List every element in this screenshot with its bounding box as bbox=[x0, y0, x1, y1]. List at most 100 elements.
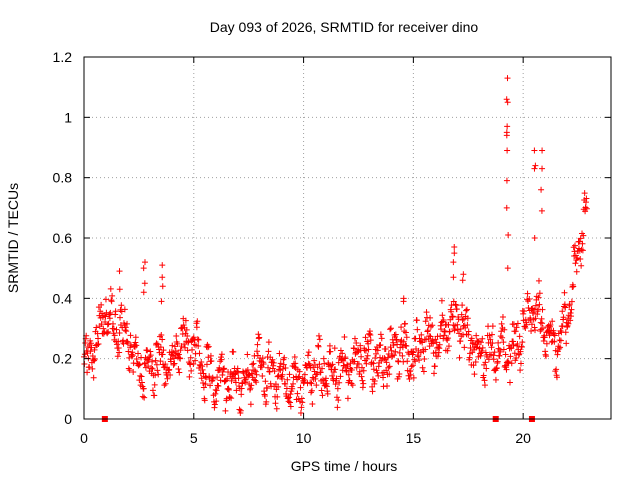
data-point bbox=[504, 75, 511, 82]
data-point bbox=[145, 363, 152, 370]
data-point bbox=[90, 374, 97, 381]
data-point bbox=[123, 328, 130, 335]
data-point bbox=[419, 364, 426, 371]
data-point bbox=[132, 339, 139, 346]
data-point bbox=[141, 259, 148, 266]
data-point bbox=[459, 316, 466, 323]
data-point bbox=[228, 395, 235, 402]
data-point bbox=[228, 377, 235, 384]
data-point bbox=[195, 336, 202, 343]
data-point bbox=[265, 339, 272, 346]
data-point bbox=[275, 372, 282, 379]
data-point bbox=[247, 385, 254, 392]
data-point bbox=[117, 314, 124, 321]
data-point bbox=[109, 320, 116, 327]
data-point bbox=[495, 339, 502, 346]
data-point bbox=[159, 283, 166, 290]
data-point bbox=[440, 316, 447, 323]
data-point bbox=[159, 351, 166, 358]
data-point bbox=[187, 361, 194, 368]
data-point bbox=[291, 363, 298, 370]
data-point bbox=[436, 341, 443, 348]
data-point bbox=[498, 328, 505, 335]
data-point bbox=[557, 327, 564, 334]
data-point bbox=[155, 371, 162, 378]
data-point bbox=[152, 372, 159, 379]
data-point bbox=[118, 308, 125, 315]
data-point bbox=[553, 374, 560, 381]
data-point bbox=[145, 356, 152, 363]
data-point bbox=[270, 359, 277, 366]
data-point bbox=[400, 298, 407, 305]
data-point bbox=[223, 395, 230, 402]
data-point bbox=[253, 379, 260, 386]
data-point bbox=[388, 347, 395, 354]
data-point bbox=[187, 354, 194, 361]
data-point bbox=[421, 356, 428, 363]
data-point bbox=[111, 332, 118, 339]
data-point bbox=[387, 326, 394, 333]
data-point bbox=[126, 367, 133, 374]
data-point bbox=[108, 298, 115, 305]
data-point bbox=[324, 390, 331, 397]
data-point bbox=[144, 347, 151, 354]
data-point bbox=[279, 371, 286, 378]
data-point bbox=[568, 298, 575, 305]
data-point bbox=[572, 260, 579, 267]
data-point bbox=[133, 342, 140, 349]
data-point bbox=[314, 371, 321, 378]
data-point bbox=[456, 354, 463, 361]
data-point bbox=[409, 362, 416, 369]
data-point bbox=[192, 357, 199, 364]
data-point bbox=[281, 354, 288, 361]
data-point bbox=[124, 320, 131, 327]
data-point bbox=[582, 204, 589, 211]
data-point bbox=[523, 321, 530, 328]
data-point bbox=[535, 294, 542, 301]
y-tick-label: 0.4 bbox=[53, 290, 73, 306]
data-point bbox=[290, 380, 297, 387]
data-point bbox=[203, 361, 210, 368]
data-point bbox=[215, 383, 222, 390]
data-point bbox=[373, 350, 380, 357]
data-point bbox=[348, 366, 355, 373]
data-point bbox=[277, 360, 284, 367]
data-point bbox=[315, 332, 322, 339]
x-tick-label: 0 bbox=[80, 430, 88, 446]
data-point bbox=[576, 238, 583, 245]
data-point bbox=[309, 401, 316, 408]
data-point bbox=[541, 334, 548, 341]
data-point bbox=[296, 368, 303, 375]
data-point bbox=[308, 380, 315, 387]
data-point bbox=[136, 361, 143, 368]
data-point bbox=[465, 328, 472, 335]
data-point bbox=[160, 347, 167, 354]
data-point bbox=[118, 302, 125, 309]
data-point bbox=[457, 338, 464, 345]
data-point bbox=[254, 341, 261, 348]
data-point bbox=[521, 308, 528, 315]
data-point bbox=[354, 349, 361, 356]
data-point bbox=[233, 387, 240, 394]
data-point bbox=[184, 332, 191, 339]
data-point bbox=[211, 401, 218, 408]
data-point bbox=[468, 335, 475, 342]
data-point bbox=[386, 363, 393, 370]
data-point bbox=[579, 240, 586, 247]
data-point bbox=[159, 274, 166, 281]
data-point bbox=[563, 340, 570, 347]
data-point bbox=[519, 339, 526, 346]
data-point bbox=[167, 371, 174, 378]
data-point bbox=[124, 340, 131, 347]
data-point bbox=[539, 325, 546, 332]
data-point bbox=[337, 347, 344, 354]
data-point bbox=[419, 339, 426, 346]
data-point bbox=[378, 357, 385, 364]
data-point bbox=[431, 363, 438, 370]
y-tick-label: 0.2 bbox=[53, 351, 73, 367]
y-axis-label: SRMTID / TECUs bbox=[5, 183, 21, 293]
data-point bbox=[351, 345, 358, 352]
data-point bbox=[256, 334, 263, 341]
data-point bbox=[250, 360, 257, 367]
data-point bbox=[334, 404, 341, 411]
